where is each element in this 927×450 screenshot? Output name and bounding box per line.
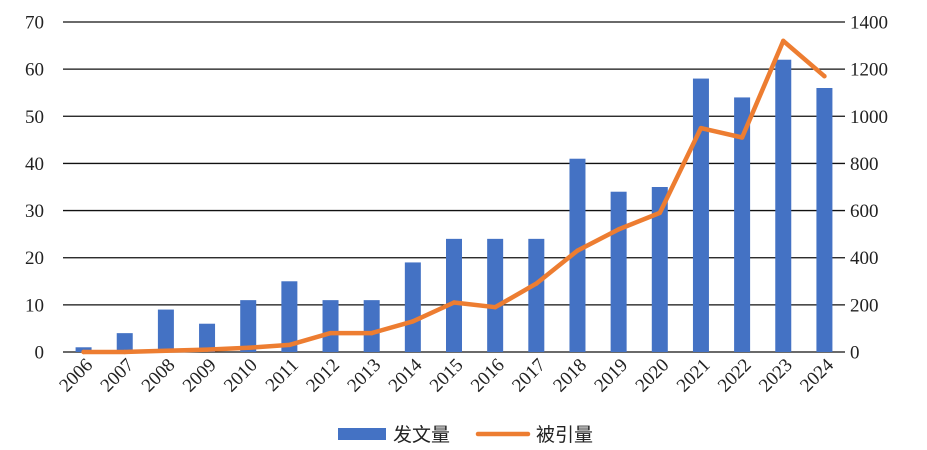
left-tick-label: 70: [25, 13, 44, 34]
x-tick-label: 2009: [179, 355, 221, 397]
x-tick-label: 2017: [508, 355, 550, 397]
left-tick-label: 0: [35, 343, 45, 364]
legend-label-bar: 发文量: [393, 424, 450, 446]
x-tick-label: 2013: [344, 355, 386, 397]
x-tick-label: 2023: [755, 355, 797, 397]
bar-2018: [569, 158, 586, 352]
line-point-2023: [781, 38, 786, 44]
legend-label-line: 被引量: [536, 424, 593, 446]
x-tick-label: 2020: [632, 355, 674, 397]
line-point-2018: [575, 248, 580, 253]
right-tick-label: 1400: [850, 13, 888, 34]
right-tick-label: 1000: [850, 107, 888, 128]
line-point-2007: [122, 349, 127, 355]
bar-2006: [75, 347, 92, 352]
bar-2022: [734, 97, 751, 352]
left-tick-label: 10: [25, 295, 44, 316]
left-tick-label: 50: [25, 107, 44, 128]
x-tick-label: 2024: [796, 354, 838, 396]
x-tick-label: 2010: [220, 355, 262, 397]
x-tick-label: 2012: [302, 355, 344, 397]
x-tick-label: 2006: [55, 355, 97, 397]
x-tick-label: 2015: [426, 355, 468, 397]
right-tick-label: 200: [850, 295, 879, 316]
bar-2015: [446, 238, 462, 352]
left-tick-label: 40: [25, 154, 44, 175]
right-tick-label: 0: [850, 343, 860, 364]
left-tick-label: 20: [25, 248, 44, 269]
x-tick-label: 2014: [385, 354, 427, 396]
bar-2024: [816, 88, 833, 352]
bar-2023: [775, 59, 792, 352]
legend-swatch-bar: [338, 428, 386, 440]
bar-2020: [651, 187, 668, 352]
bar-2007: [116, 333, 133, 352]
left-tick-label: 30: [25, 201, 44, 222]
line-point-2015: [451, 300, 457, 305]
bar-2008: [157, 309, 174, 352]
line-point-2019: [616, 227, 621, 232]
x-axis-ticks: 2006 2007 2008 2009 2010 2011 2012 2013 2014 2015…: [55, 354, 838, 396]
bar-2012: [322, 300, 339, 352]
x-tick-label: 2008: [138, 355, 180, 397]
right-tick-label: 400: [850, 248, 879, 269]
bar-2010: [240, 300, 257, 352]
bar-2011: [281, 281, 298, 352]
bar-2019: [610, 191, 627, 352]
line-point-2024: [822, 74, 827, 79]
line-point-2010: [246, 345, 251, 350]
bar-2009: [199, 323, 216, 352]
left-tick-label: 60: [25, 60, 44, 81]
legend: 发文量 被引量: [338, 424, 593, 446]
bar-2021: [692, 78, 709, 353]
right-tick-label: 800: [850, 154, 879, 175]
bar-2013: [363, 300, 380, 352]
x-tick-label: 2022: [714, 355, 756, 397]
line-point-2021: [698, 125, 704, 131]
bar-2016: [487, 238, 504, 352]
left-axis-ticks: 0 10 20 30 40 50 60 70: [25, 13, 44, 364]
x-tick-label: 2021: [673, 355, 715, 397]
line-point-2022: [739, 135, 745, 140]
x-tick-label: 2007: [97, 355, 139, 397]
line-point-2016: [492, 305, 498, 310]
x-tick-label: 2019: [590, 355, 632, 397]
line-point-2009: [204, 347, 210, 352]
line-point-2012: [328, 330, 333, 336]
line-point-2013: [369, 330, 374, 336]
line-point-2020: [657, 210, 662, 216]
line-point-2008: [163, 348, 169, 354]
bar-2017: [528, 238, 545, 352]
line-point-2017: [534, 281, 539, 286]
right-tick-label: 600: [850, 201, 879, 222]
x-tick-label: 2016: [467, 355, 509, 397]
bar-2014: [404, 262, 421, 352]
line-point-2014: [410, 319, 416, 324]
right-axis-ticks: 0 200 400 600 800 1000 1200 1400: [850, 13, 888, 364]
right-tick-label: 1200: [850, 60, 888, 81]
x-tick-label: 2018: [549, 355, 591, 397]
bar-series: [75, 59, 833, 353]
line-point-2006: [81, 349, 86, 355]
line-point-2011: [287, 342, 292, 348]
x-tick-label: 2011: [262, 355, 303, 396]
line-series: [81, 38, 827, 355]
